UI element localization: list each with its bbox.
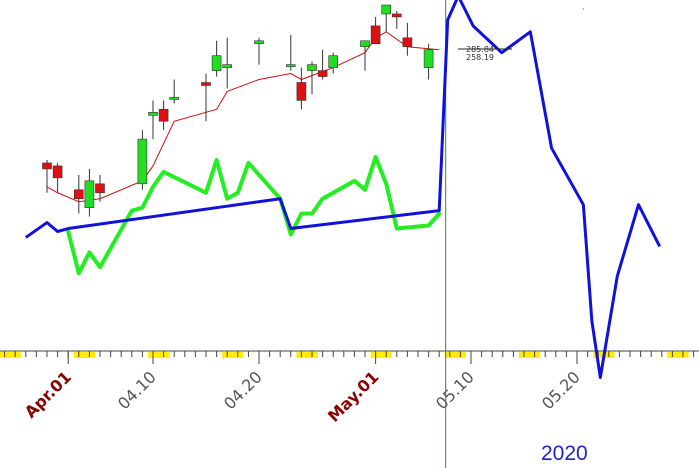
candle [42, 159, 52, 193]
candle [360, 40, 370, 71]
candle [381, 4, 392, 32]
candle-body [296, 82, 307, 101]
price-label-low: 258.19 [466, 53, 494, 62]
candlesticks [42, 4, 434, 217]
candle [296, 67, 307, 110]
actual-price-line [66, 155, 442, 276]
candle-body [391, 13, 402, 18]
price-label-high: 285.84 [466, 45, 494, 54]
forecast-line-path [24, 0, 662, 380]
candle [148, 100, 158, 140]
candle-body [158, 109, 169, 122]
candle-body [423, 49, 434, 68]
candle-body [328, 55, 339, 68]
candle-body [360, 40, 370, 48]
candle [137, 130, 148, 190]
candle [74, 174, 84, 214]
candle [211, 40, 222, 77]
candle-body [381, 4, 392, 15]
candle-body [285, 64, 296, 67]
corner-marker: · [582, 5, 585, 14]
candle-body [307, 64, 317, 71]
x-axis-ticks [4, 351, 695, 357]
weekend-mark [0, 352, 11, 358]
candle [222, 37, 232, 89]
candle [423, 43, 434, 80]
candle-body [254, 40, 264, 45]
candle [285, 34, 296, 71]
candle [84, 168, 95, 217]
candle-body [42, 162, 52, 170]
last-price-marker: 285.84 258.19 [458, 45, 512, 62]
candle [317, 49, 328, 80]
candle-body [317, 70, 328, 77]
candle-body [222, 64, 232, 68]
candle [158, 100, 169, 131]
candle-body [370, 25, 381, 45]
candle [201, 73, 211, 122]
candle [95, 174, 105, 202]
candle-body [169, 97, 179, 100]
candle-body [74, 189, 84, 200]
candle [307, 61, 317, 95]
candle [254, 37, 264, 65]
actual-line [66, 155, 442, 276]
candle-body [201, 82, 211, 86]
candle-body [211, 55, 222, 71]
candle-body [52, 165, 63, 179]
forecast-line [24, 0, 662, 380]
candle-body [84, 180, 95, 208]
candle-body [148, 112, 158, 116]
year-label: 2020 [541, 442, 588, 465]
candle [402, 22, 413, 56]
candle [169, 79, 179, 104]
candle-body [137, 138, 148, 185]
candle-body [402, 37, 413, 48]
candle [52, 162, 63, 193]
candle [391, 10, 402, 29]
candle [370, 16, 381, 45]
candle [328, 52, 339, 74]
candle-body [95, 183, 105, 194]
